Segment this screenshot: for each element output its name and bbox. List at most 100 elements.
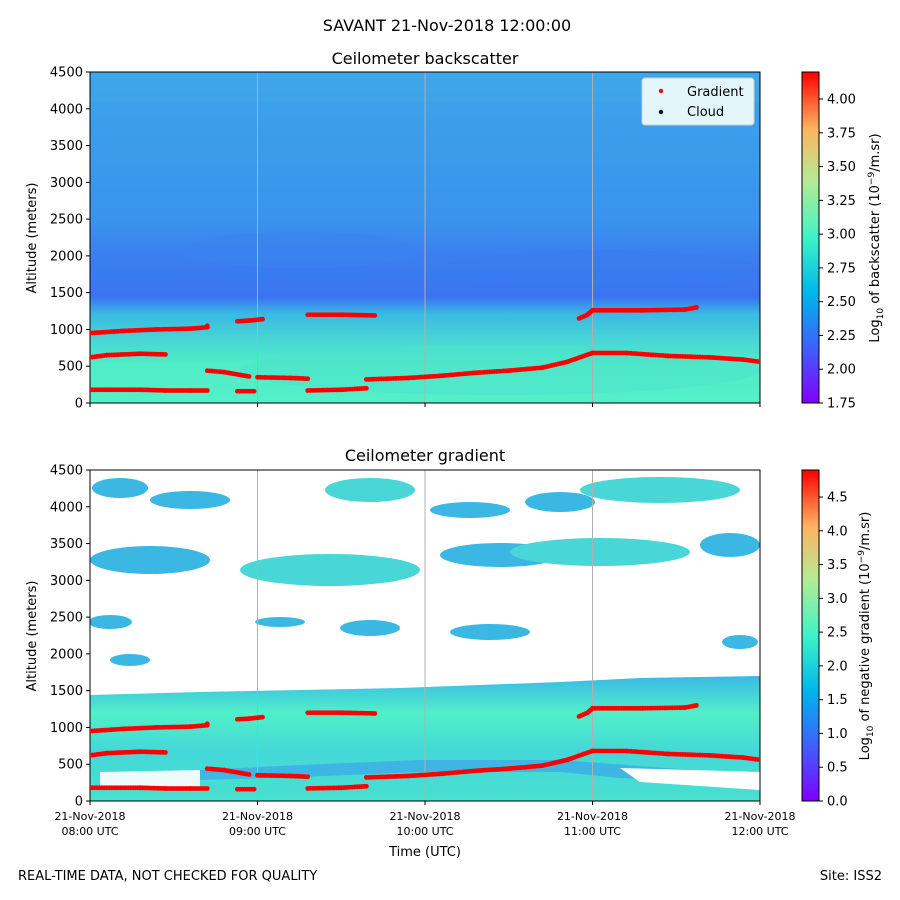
colorbar-tick-label: 0.5: [827, 761, 848, 776]
legend-cloud-marker: [658, 109, 664, 115]
gradient-patch: [150, 491, 230, 509]
gradient-patch: [700, 533, 760, 557]
gradient-point: [162, 750, 168, 755]
colorbar-label-sup: −9: [867, 172, 877, 186]
colorbar-tick-label: 2.00: [827, 363, 856, 378]
gradient-point: [162, 352, 168, 357]
gradient-point: [260, 316, 265, 322]
legend-cloud-label: Cloud: [687, 105, 724, 120]
gradient-patch: [722, 635, 758, 649]
colorbar-label-suffix: /m.sr): [868, 133, 883, 171]
x-tick-label-time: 09:00 UTC: [229, 825, 286, 838]
gradient-point: [757, 359, 760, 365]
colorbar-tick-label: 3.00: [827, 228, 856, 243]
colorbar-tick-label: 4.00: [827, 93, 856, 108]
y-tick-label: 3500: [50, 139, 83, 154]
backscatter-colorbar-scale: [801, 71, 820, 404]
colorbar-label-log: Log: [858, 737, 873, 760]
colorbar-label-mid: of negative gradient (10: [858, 563, 873, 725]
backscatter-colorbar-ticks: 1.75 2.00 2.25 2.50 2.75 3.00 3.25 3.50 3.75 4.00: [819, 93, 856, 412]
y-tick-label: 1000: [50, 323, 83, 338]
x-tick-label-date: 21-Nov-2018: [557, 810, 628, 823]
gradient-y-ticks: 0 500 1000 1500 2000 2500 3000 3500 4000 4500: [50, 464, 90, 810]
x-tick-label-date: 21-Nov-2018: [724, 810, 795, 823]
colorbar-tick-label: 2.50: [827, 295, 856, 310]
gradient-patch: [510, 538, 690, 566]
gradient-patch: [430, 502, 510, 518]
gradient-point: [260, 714, 265, 720]
y-tick-label: 4500: [50, 464, 83, 479]
gradient-patch: [340, 620, 400, 636]
colorbar-tick-label: 0.0: [827, 795, 848, 810]
gradient-point: [305, 376, 311, 382]
gradient-point: [693, 304, 699, 310]
y-tick-label: 4000: [50, 102, 83, 117]
gradient-patch: [92, 478, 148, 498]
gradient-patch: [110, 654, 150, 666]
colorbar-tick-label: 3.75: [827, 126, 856, 141]
gradient-patch: [525, 492, 595, 512]
colorbar-tick-label: 4.0: [827, 524, 848, 539]
quality-disclaimer: REAL-TIME DATA, NOT CHECKED FOR QUALITY: [18, 869, 318, 884]
x-tick-label-time: 12:00 UTC: [731, 825, 788, 838]
gradient-point: [246, 772, 252, 777]
x-tick-label-time: 10:00 UTC: [396, 825, 453, 838]
gradient-point: [251, 388, 257, 394]
gradient-point: [204, 786, 210, 791]
x-tick-label-date: 21-Nov-2018: [222, 810, 293, 823]
gradient-point: [693, 702, 699, 708]
backscatter-colorbar-label: Log10 of backscatter (10−9/m.sr): [867, 133, 886, 342]
gradient-grid: [257, 470, 593, 801]
gradient-patch: [580, 477, 740, 503]
y-tick-label: 2000: [50, 647, 83, 662]
gradient-point: [363, 385, 369, 391]
colorbar-tick-label: 3.5: [827, 558, 848, 573]
legend-box: [641, 77, 755, 126]
x-tick-label-time: 08:00 UTC: [61, 825, 118, 838]
colorbar-tick-label: 3.25: [827, 194, 856, 209]
gradient-ylabel: Altitude (meters): [25, 581, 40, 692]
gradient-point: [757, 757, 760, 763]
colorbar-tick-label: 3.50: [827, 160, 856, 175]
gradient-patch: [255, 617, 305, 627]
y-tick-label: 1000: [50, 721, 83, 736]
colorbar-label-suffix: /m.sr): [858, 512, 873, 550]
gradient-colorbar: 0.0 0.5 1.0 1.5 2.0 2.5 3.0 3.5 4.0 4.5 Log10 of …: [801, 469, 876, 810]
backscatter-title: Ceilometer backscatter: [332, 49, 519, 68]
x-tick-label-date: 21-Nov-2018: [54, 810, 125, 823]
colorbar-tick-label: 1.5: [827, 693, 848, 708]
y-tick-label: 1500: [50, 286, 83, 301]
gradient-patch: [450, 624, 530, 640]
backscatter-colorbar: 1.75 2.00 2.25 2.50 2.75 3.00 3.25 3.50 3.75 4.00…: [801, 71, 886, 412]
gradient-missing-patch: [620, 768, 760, 790]
gradient-patch: [90, 546, 210, 574]
gradient-colorbar-label: Log10 of negative gradient (10−9/m.sr): [857, 512, 876, 761]
gradient-xlabel: Time (UTC): [388, 845, 461, 860]
backscatter-grid: [257, 72, 593, 403]
y-tick-label: 4000: [50, 500, 83, 515]
gradient-point: [204, 388, 210, 393]
gradient-patch: [240, 554, 420, 586]
gradient-point: [372, 711, 378, 716]
gradient-missing-patch: [100, 770, 200, 790]
x-tick-label-time: 11:00 UTC: [564, 825, 621, 838]
y-tick-label: 2500: [50, 213, 83, 228]
backscatter-y-ticks: 0 500 1000 1500 2000 2500 3000 3500 4000 4500: [50, 66, 90, 412]
colorbar-tick-label: 2.25: [827, 329, 856, 344]
figure-title: SAVANT 21-Nov-2018 12:00:00: [323, 16, 571, 35]
backscatter-x-ticks: [89, 403, 761, 407]
gradient-colorbar-ticks: 0.0 0.5 1.0 1.5 2.0 2.5 3.0 3.5 4.0 4.5: [819, 491, 848, 810]
legend-gradient-marker: [658, 88, 664, 94]
gradient-point: [246, 374, 252, 379]
gradient-point: [363, 783, 369, 789]
backscatter-patch: [180, 232, 420, 268]
y-tick-label: 0: [75, 397, 83, 412]
y-tick-label: 0: [75, 795, 83, 810]
colorbar-tick-label: 2.5: [827, 626, 848, 641]
backscatter-panel: Ceilometer backscatter 0 500 1000 1500 2000 2…: [25, 49, 886, 412]
backscatter-ylabel: Altitude (meters): [25, 183, 40, 294]
colorbar-tick-label: 1.75: [827, 397, 856, 412]
gradient-point: [204, 721, 210, 727]
legend-gradient-label: Gradient: [687, 85, 744, 100]
